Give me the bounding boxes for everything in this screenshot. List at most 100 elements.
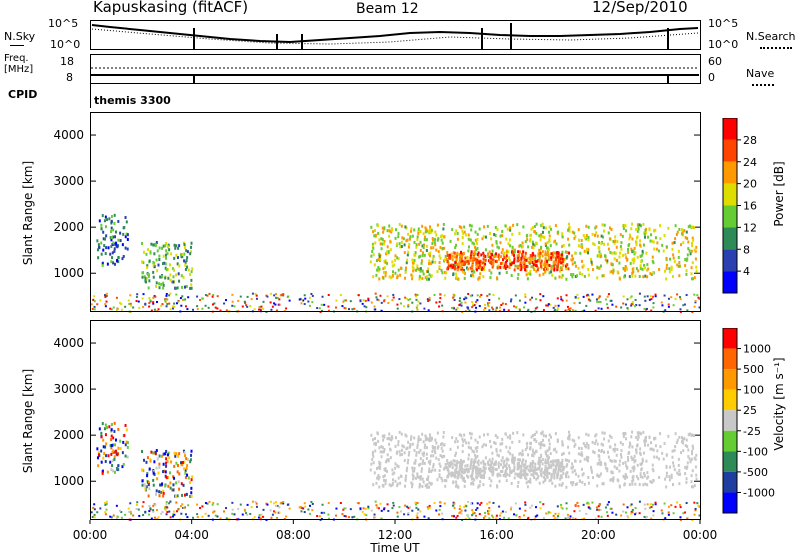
velocity-pixel bbox=[463, 484, 466, 488]
velocity-pixel bbox=[371, 450, 374, 454]
velocity-pixel bbox=[386, 453, 389, 457]
power-pixel bbox=[162, 283, 165, 287]
velocity-pixel bbox=[391, 436, 394, 440]
velocity-pixel bbox=[403, 459, 406, 463]
velocity-pixel bbox=[363, 513, 366, 516]
velocity-pixel bbox=[255, 505, 258, 508]
velocity-pixel bbox=[416, 472, 419, 476]
velocity-pixel bbox=[564, 517, 567, 520]
power-pixel bbox=[415, 245, 418, 249]
velocity-pixel bbox=[443, 467, 446, 471]
velocity-pixel bbox=[609, 507, 612, 510]
velocity-pixel bbox=[150, 517, 153, 520]
power-pixel bbox=[282, 293, 285, 296]
power-pixel bbox=[501, 302, 504, 305]
power-pixel bbox=[373, 305, 376, 308]
power-pixel bbox=[481, 261, 484, 265]
power-pixel bbox=[668, 267, 671, 271]
power-pixel bbox=[545, 304, 548, 307]
velocity-colorbar-swatch bbox=[723, 410, 737, 431]
power-pixel bbox=[438, 267, 441, 271]
velocity-pixel bbox=[454, 468, 457, 472]
power-pixel bbox=[394, 228, 397, 232]
power-pixel bbox=[181, 285, 184, 289]
power-pixel bbox=[559, 269, 562, 273]
velocity-pixel bbox=[144, 484, 147, 488]
power-pixel bbox=[574, 264, 577, 268]
power-pixel bbox=[343, 306, 346, 309]
power-pixel bbox=[533, 261, 536, 265]
velocity-pixel bbox=[637, 435, 640, 439]
velocity-pixel bbox=[434, 451, 437, 455]
velocity-pixel bbox=[574, 459, 577, 463]
velocity-pixel bbox=[554, 512, 557, 515]
power-pixel bbox=[656, 241, 659, 245]
power-pixel bbox=[129, 294, 132, 297]
power-pixel bbox=[509, 300, 512, 303]
power-pixel bbox=[622, 302, 625, 305]
power-pixel bbox=[103, 244, 106, 248]
power-pixel bbox=[471, 306, 474, 309]
velocity-pixel bbox=[610, 459, 613, 463]
power-pixel bbox=[503, 308, 506, 311]
power-pixel bbox=[620, 306, 623, 309]
velocity-pixel bbox=[674, 445, 677, 449]
velocity-pixel bbox=[104, 502, 107, 505]
power-pixel bbox=[646, 263, 649, 267]
power-pixel bbox=[467, 292, 470, 295]
power-pixel bbox=[344, 299, 347, 302]
power-pixel bbox=[451, 307, 454, 310]
velocity-pixel bbox=[603, 450, 606, 454]
velocity-pixel bbox=[162, 462, 165, 466]
power-pixel bbox=[600, 254, 603, 258]
velocity-pixel bbox=[129, 502, 132, 505]
velocity-pixel bbox=[566, 458, 569, 462]
velocity-pixel bbox=[479, 503, 482, 506]
power-pixel bbox=[560, 253, 563, 257]
power-pixel bbox=[98, 219, 101, 223]
velocity-pixel bbox=[690, 457, 693, 461]
velocity-pixel bbox=[423, 446, 426, 450]
velocity-pixel bbox=[141, 479, 144, 483]
power-pixel bbox=[571, 230, 574, 234]
power-pixel bbox=[455, 275, 458, 279]
power-pixel bbox=[452, 306, 455, 309]
velocity-pixel bbox=[108, 425, 111, 429]
velocity-pixel bbox=[562, 471, 565, 475]
velocity-pixel bbox=[451, 471, 454, 475]
velocity-pixel bbox=[491, 451, 494, 455]
velocity-pixel bbox=[683, 511, 686, 514]
power-pixel bbox=[514, 294, 517, 297]
power-pixel bbox=[381, 238, 384, 242]
velocity-pixel bbox=[178, 487, 181, 491]
velocity-pixel bbox=[190, 486, 193, 490]
power-pixel bbox=[155, 281, 158, 285]
power-pixel bbox=[579, 244, 582, 248]
power-pixel bbox=[454, 260, 457, 264]
velocity-pixel bbox=[453, 459, 456, 463]
power-pixel bbox=[93, 305, 96, 308]
velocity-pixel bbox=[643, 440, 646, 444]
power-pixel bbox=[453, 251, 456, 255]
x-tick: 04:00 bbox=[174, 528, 209, 542]
power-pixel bbox=[162, 286, 165, 290]
power-pixel bbox=[424, 276, 427, 280]
power-pixel bbox=[596, 300, 599, 303]
velocity-pixel bbox=[373, 513, 376, 516]
power-pixel bbox=[463, 260, 466, 264]
velocity-pixel bbox=[567, 516, 570, 519]
power-pixel bbox=[540, 245, 543, 249]
velocity-pixel bbox=[554, 468, 557, 472]
power-colorbar-tick: 24 bbox=[743, 156, 757, 169]
velocity-pixel bbox=[428, 467, 431, 471]
velocity-pixel bbox=[405, 474, 408, 478]
power-pixel bbox=[525, 269, 528, 273]
power-pixel bbox=[468, 223, 471, 227]
power-pixel bbox=[440, 238, 443, 242]
velocity-pixel bbox=[244, 509, 247, 512]
velocity-pixel bbox=[266, 503, 269, 506]
power-pixel bbox=[505, 250, 508, 254]
power-pixel bbox=[685, 269, 688, 273]
velocity-pixel bbox=[698, 505, 701, 508]
power-pixel bbox=[428, 296, 431, 299]
